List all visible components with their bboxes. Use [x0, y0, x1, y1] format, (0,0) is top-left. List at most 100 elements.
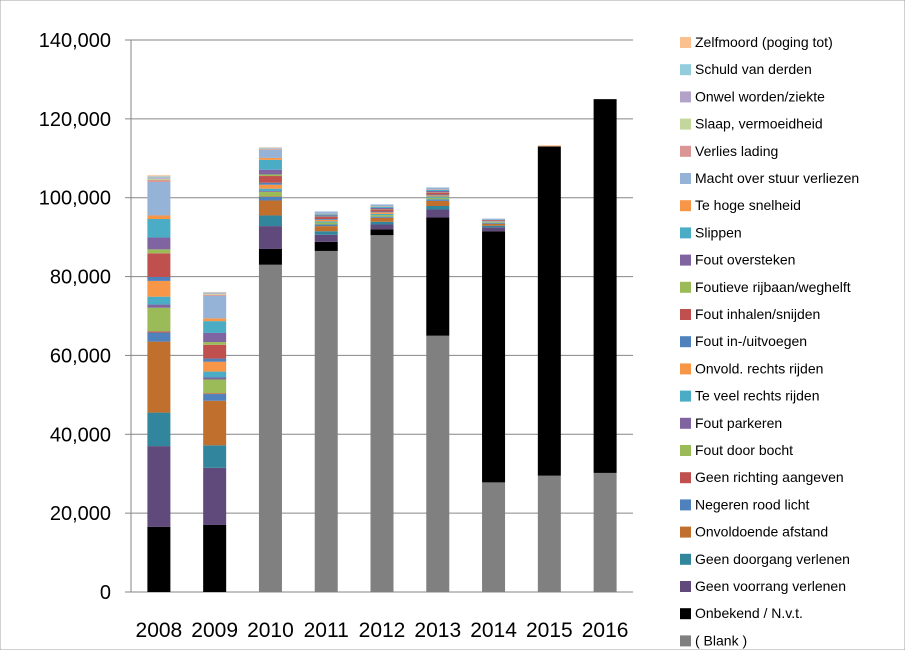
- bar-segment: [147, 177, 171, 179]
- bar-segment: [426, 194, 450, 196]
- legend-swatch: [680, 200, 691, 212]
- y-tick-labels: 0 20,000 40,000 60,000 80,000 100,000 120,000 1…: [39, 30, 111, 604]
- bar-segment: [426, 199, 450, 201]
- legend-swatch: [680, 281, 691, 293]
- bar-segment: [370, 215, 394, 217]
- bar-segment: [314, 241, 338, 251]
- x-tick-label: 2008: [136, 619, 183, 642]
- legend-label: Fout inhalen/snijden: [695, 306, 820, 322]
- legend-label: Te hoge snelheid: [695, 197, 801, 213]
- bar-segment: [314, 234, 338, 242]
- legend-label: Negeren rood licht: [695, 496, 810, 512]
- legend-label: Onvoldoende afstand: [695, 524, 828, 540]
- bar-segment: [258, 182, 282, 185]
- x-tick-label: 2014: [470, 619, 517, 642]
- x-tick-labels: 2008 2009 2010 2011 2012 2013 2014 2015 2016: [136, 619, 629, 642]
- bar-segment: [370, 229, 394, 236]
- legend-swatch: [680, 553, 691, 565]
- legend-swatch: [680, 336, 691, 348]
- bar-segment: [537, 146, 561, 476]
- legend-swatch: [680, 472, 691, 484]
- bar-segment: [258, 188, 282, 192]
- bar-segment: [314, 215, 338, 217]
- bar-segment: [370, 204, 394, 207]
- legend-label: ( Blank ): [695, 632, 747, 648]
- bar-segment: [314, 221, 338, 223]
- bar-segment: [147, 296, 171, 305]
- legend-label: Fout door bocht: [695, 442, 793, 458]
- bar-segment: [258, 191, 282, 197]
- bar-segment: [203, 361, 227, 372]
- legend-label: Slippen: [695, 224, 742, 240]
- bar-segment: [370, 221, 394, 225]
- legend-label: Onwel worden/ziekte: [695, 88, 825, 104]
- bar-segment: [426, 335, 450, 592]
- x-tick-label: 2016: [582, 619, 629, 642]
- bar-segment: [370, 217, 394, 222]
- bar-segment: [147, 280, 171, 297]
- bar-segment: [482, 222, 506, 223]
- bar-segment: [203, 393, 227, 395]
- bar-segment: [258, 157, 282, 160]
- bar-segment: [258, 248, 282, 265]
- bar-segment: [203, 400, 227, 446]
- legend-label: Geen doorgang verlenen: [695, 551, 850, 567]
- bar-segment: [370, 209, 394, 212]
- bar-segment: [203, 295, 227, 319]
- bar-segment: [203, 358, 227, 362]
- bar-segment: [147, 276, 171, 281]
- legend-swatch: [680, 581, 691, 592]
- legend-swatch: [680, 145, 691, 157]
- legend-label: Fout in-/uitvoegen: [695, 333, 807, 349]
- bar-segment: [370, 213, 394, 216]
- bar-segment: [314, 231, 338, 235]
- bar-segment: [426, 191, 450, 193]
- bar-segment: [147, 341, 171, 413]
- legend-swatch: [680, 608, 691, 620]
- x-tick-label: 2009: [191, 619, 238, 642]
- y-tick-label: 0: [100, 582, 111, 604]
- bar-segment: [147, 526, 171, 592]
- legend-swatch: [680, 64, 691, 76]
- bar-segment: [147, 307, 171, 332]
- legend-swatch: [680, 309, 691, 320]
- bar-segment: [370, 235, 394, 592]
- bar-segment: [203, 467, 227, 525]
- bar-segment: [426, 200, 450, 206]
- legend-label: Macht over stuur verliezen: [695, 170, 859, 186]
- bar-segment: [147, 304, 171, 308]
- bar-segment: [426, 196, 450, 198]
- bar-segment: [147, 253, 171, 277]
- bar-segment: [482, 222, 506, 224]
- y-tick-label: 100,000: [39, 188, 111, 210]
- bar-segment: [593, 99, 617, 473]
- bar-segment: [147, 219, 171, 238]
- bar-segment: [482, 227, 506, 232]
- bar-segment: [314, 224, 338, 227]
- bars: [147, 99, 617, 592]
- legend-swatch: [680, 390, 691, 402]
- bar-segment: [147, 249, 171, 254]
- legend-label: Verlies lading: [695, 143, 778, 159]
- bar-segment: [426, 192, 450, 195]
- bar-segment: [147, 446, 171, 527]
- legend-swatch: [680, 499, 691, 511]
- bar-segment: [482, 482, 506, 592]
- bar-segment: [203, 445, 227, 468]
- bar-segment: [314, 214, 338, 216]
- x-tick-label: 2013: [414, 619, 461, 642]
- legend-swatch: [680, 37, 691, 48]
- y-tick-label: 40,000: [50, 424, 111, 446]
- bar-segment: [314, 211, 338, 214]
- legend-swatch: [680, 363, 691, 375]
- y-tick-label: 120,000: [39, 109, 111, 131]
- bar-segment: [203, 379, 227, 394]
- bar-segment: [258, 200, 282, 216]
- bar-segment: [147, 179, 171, 182]
- bar-segment: [314, 219, 338, 222]
- bar-segment: [482, 220, 506, 221]
- bar-segment: [258, 226, 282, 249]
- legend-label: Geen voorrang verlenen: [695, 578, 846, 594]
- bar-segment: [370, 212, 394, 214]
